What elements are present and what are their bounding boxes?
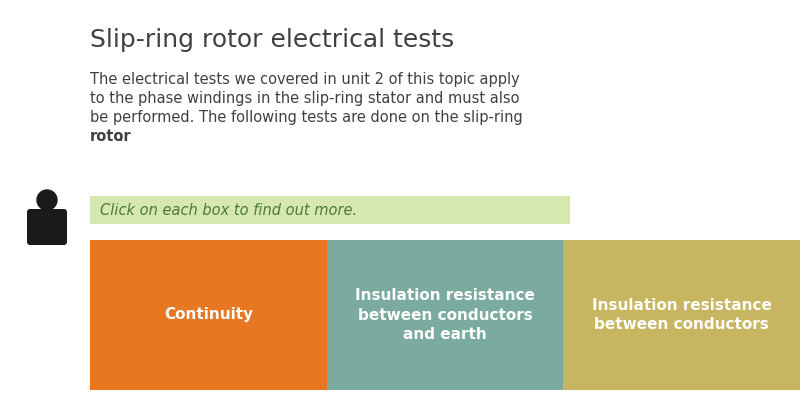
Text: Insulation resistance
between conductors
and earth: Insulation resistance between conductors… xyxy=(355,288,535,342)
Circle shape xyxy=(37,190,57,210)
Text: The electrical tests we covered in unit 2 of this topic apply: The electrical tests we covered in unit … xyxy=(90,72,520,87)
Text: Continuity: Continuity xyxy=(164,307,253,323)
Text: be performed. The following tests are done on the slip-ring: be performed. The following tests are do… xyxy=(90,110,523,125)
Text: to the phase windings in the slip-ring stator and must also: to the phase windings in the slip-ring s… xyxy=(90,91,520,106)
FancyBboxPatch shape xyxy=(326,240,563,390)
FancyBboxPatch shape xyxy=(90,240,326,390)
Text: rotor: rotor xyxy=(90,129,131,144)
FancyBboxPatch shape xyxy=(27,209,67,245)
Text: .: . xyxy=(118,129,123,144)
FancyBboxPatch shape xyxy=(563,240,800,390)
FancyBboxPatch shape xyxy=(90,196,570,224)
Text: Click on each box to find out more.: Click on each box to find out more. xyxy=(100,203,357,217)
Text: Insulation resistance
between conductors: Insulation resistance between conductors xyxy=(592,297,771,333)
Text: Slip-ring rotor electrical tests: Slip-ring rotor electrical tests xyxy=(90,28,455,52)
